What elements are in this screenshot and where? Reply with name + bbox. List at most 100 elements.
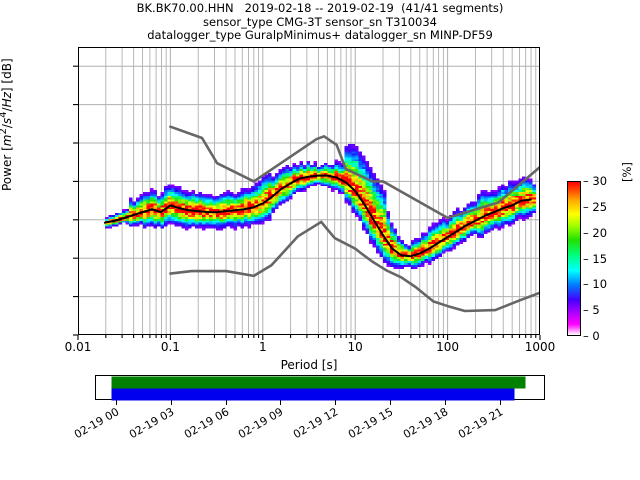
psd-histogram-cell [188, 205, 192, 208]
psd-histogram-cell [497, 188, 502, 191]
psd-histogram-cell [257, 199, 262, 202]
psd-histogram-cell [292, 163, 297, 166]
psd-histogram-cell [386, 222, 390, 225]
psd-histogram-cell [250, 195, 255, 198]
colorbar-tick-label: – 0 [583, 329, 600, 343]
psd-histogram-cell [156, 220, 161, 223]
psd-histogram-cell [233, 195, 237, 198]
psd-histogram-cell [372, 197, 376, 200]
psd-histogram-cell [285, 176, 290, 179]
psd-histogram-cell [184, 205, 189, 208]
psd-histogram-cell [504, 218, 509, 221]
psd-histogram-cell [369, 168, 373, 171]
psd-histogram-cell [327, 180, 331, 183]
psd-histogram-cell [285, 178, 290, 181]
psd-histogram-cell [257, 182, 262, 185]
psd-histogram-cell [452, 224, 456, 227]
psd-histogram-cell [150, 211, 154, 214]
psd-histogram-cell [212, 205, 217, 208]
psd-histogram-cell [414, 249, 418, 252]
psd-histogram-cell [365, 224, 370, 227]
psd-histogram-cell [236, 222, 241, 225]
psd-histogram-cell [396, 247, 401, 250]
psd-histogram-cell [306, 182, 310, 185]
psd-histogram-cell [382, 190, 387, 192]
psd-histogram-cell [532, 193, 536, 196]
psd-histogram-cell [323, 176, 328, 179]
psd-histogram-cell [275, 207, 279, 210]
psd-histogram-cell [278, 178, 283, 181]
psd-histogram-cell [455, 207, 460, 210]
x-tick-label: 1 [258, 340, 267, 354]
psd-histogram-cell [522, 195, 526, 198]
psd-histogram-cell [445, 245, 450, 248]
psd-histogram-cell [292, 178, 297, 181]
psd-histogram-cell [316, 176, 321, 179]
psd-histogram-cell [362, 191, 366, 194]
psd-histogram-cell [163, 218, 168, 221]
psd-histogram-cell [369, 199, 373, 202]
psd-histogram-cell [254, 218, 258, 221]
psd-histogram-cell [236, 195, 241, 198]
psd-histogram-cell [195, 216, 199, 219]
psd-histogram-cell [334, 168, 338, 171]
psd-histogram-cell [386, 253, 390, 256]
psd-histogram-cell [525, 191, 529, 194]
psd-histogram-cell [511, 182, 516, 185]
psd-histogram-cell [369, 193, 373, 196]
psd-histogram-cell [372, 205, 376, 208]
psd-histogram-cell [389, 257, 394, 260]
psd-histogram-cell [299, 168, 303, 171]
psd-histogram-cell [344, 172, 349, 175]
psd-histogram-cell [365, 195, 370, 198]
psd-histogram-cell [330, 172, 335, 175]
psd-histogram-cell [355, 178, 359, 181]
psd-histogram-cell [320, 184, 324, 187]
psd-histogram-cell [372, 203, 376, 206]
psd-histogram-cell [466, 207, 470, 210]
psd-histogram-cell [209, 226, 213, 229]
psd-histogram-cell [344, 180, 349, 183]
psd-histogram-cell [369, 222, 373, 225]
psd-histogram-cell [202, 195, 206, 198]
psd-histogram-cell [424, 239, 429, 242]
psd-histogram-cell [240, 213, 244, 215]
psd-histogram-cell [323, 167, 328, 169]
data-coverage-timeline[interactable] [95, 375, 545, 401]
psd-histogram-cell [497, 213, 502, 215]
timeline-bar-data-coverage-green [111, 376, 526, 389]
psd-histogram-cell [403, 264, 408, 267]
psd-histogram-cell [407, 249, 411, 252]
psd-histogram-cell [508, 224, 512, 227]
psd-histogram-cell [327, 167, 331, 169]
psd-histogram-cell [445, 230, 450, 233]
psd-histogram-cell [188, 220, 192, 223]
psd-histogram-cell [323, 168, 328, 171]
psd-histogram-cell [150, 216, 154, 219]
psd-histogram-cell [285, 190, 290, 192]
psd-histogram-cell [358, 168, 363, 171]
psd-histogram-cell [494, 197, 498, 200]
psd-histogram-cell [348, 197, 352, 200]
psd-histogram-cell [414, 245, 418, 248]
psd-histogram-cell [504, 197, 509, 200]
psd-histogram-cell [393, 251, 397, 254]
psd-histogram-cell [393, 228, 397, 231]
psd-histogram-cell [289, 190, 293, 192]
psd-histogram-cell [476, 193, 481, 196]
psd-histogram-cell [386, 259, 390, 262]
psd-histogram-cell [327, 165, 331, 167]
psd-histogram-cell [285, 170, 290, 173]
psd-histogram-cell [212, 222, 217, 225]
psd-histogram-cell [528, 207, 533, 210]
psd-histogram-cell [414, 247, 418, 250]
psd-histogram-cell [528, 178, 533, 181]
psd-histogram-cell [160, 193, 164, 196]
psd-histogram-cell [358, 203, 363, 206]
psd-histogram-cell [501, 209, 505, 212]
psd-histogram-cell [212, 218, 217, 221]
psd-histogram-cell [452, 238, 456, 240]
psd-histogram-cell [421, 247, 425, 250]
psd-histogram-cell [285, 165, 290, 167]
psd-histogram-cell [108, 218, 112, 221]
